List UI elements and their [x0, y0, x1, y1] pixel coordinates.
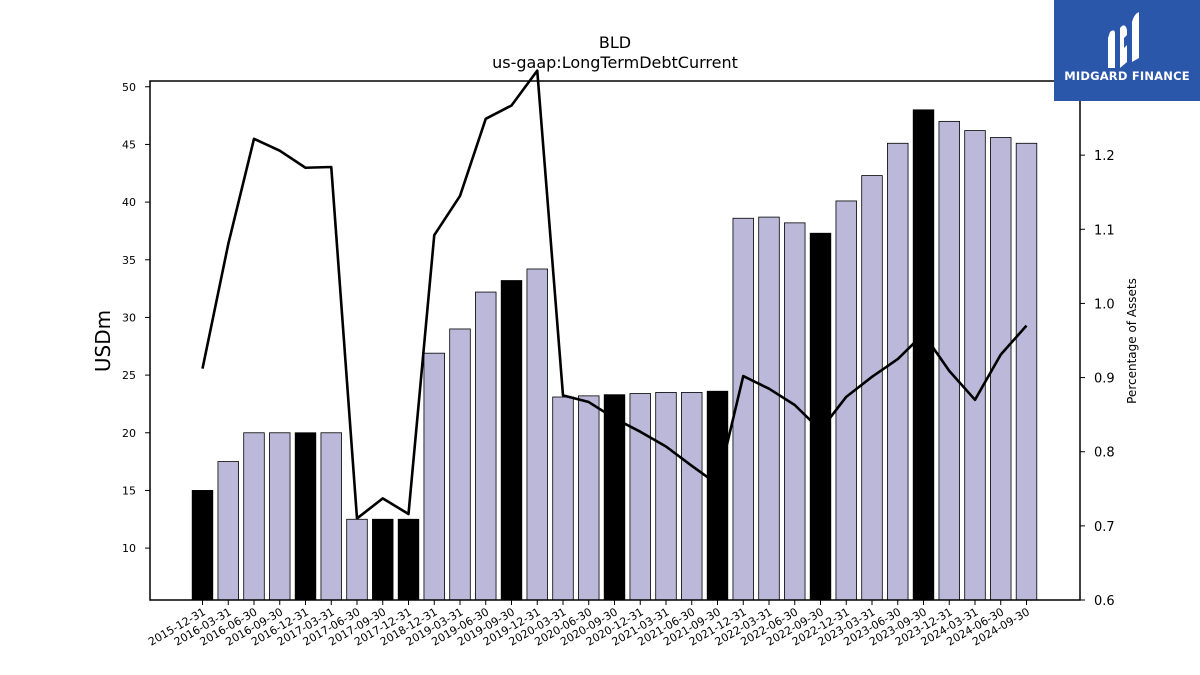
- bar: [526, 268, 548, 601]
- bar: [217, 461, 239, 601]
- bar: [655, 391, 677, 601]
- bar: [1015, 142, 1038, 601]
- y-tick-label: 30: [122, 311, 136, 324]
- bar: [269, 432, 291, 601]
- midgard-logo-icon: [1108, 12, 1139, 68]
- y2-tick-label: 1.2: [1094, 149, 1115, 164]
- bar: [681, 391, 703, 601]
- y-tick-label: 25: [122, 369, 136, 382]
- bar: [320, 432, 342, 601]
- y2-axis-label: Percentage of Assets: [1125, 278, 1139, 404]
- y-axis-label: USDm: [91, 310, 115, 372]
- bar: [629, 393, 651, 601]
- y2-tick-label: 0.7: [1094, 520, 1115, 535]
- bar: [346, 518, 368, 601]
- bar: [191, 490, 214, 601]
- chart-title: BLD: [599, 33, 631, 52]
- y-tick-label: 45: [122, 138, 136, 151]
- bar: [500, 280, 523, 601]
- y-tick-label: 10: [122, 542, 136, 555]
- midgard-finance-logo: MIDGARD FINANCE: [1054, 0, 1200, 101]
- x-axis: 2015-12-312016-03-312016-06-302016-09-30…: [146, 600, 1032, 649]
- bar: [578, 395, 600, 601]
- y2-tick-label: 1.1: [1094, 223, 1115, 238]
- bar: [887, 142, 909, 601]
- bar: [706, 390, 729, 601]
- y2-tick-label: 0.8: [1094, 446, 1115, 461]
- y-tick-label: 15: [122, 484, 136, 497]
- bar: [372, 518, 394, 601]
- bar: [475, 291, 497, 601]
- y2-tick-label: 0.6: [1094, 594, 1115, 609]
- bar: [861, 175, 883, 601]
- bar-layer: [191, 109, 1038, 601]
- bar: [243, 432, 265, 601]
- left-axis: 10 15 20 25 30 35 40 45 50: [122, 81, 150, 555]
- chart-subtitle: us-gaap:LongTermDebtCurrent: [492, 53, 738, 72]
- bar: [809, 232, 832, 601]
- logo-text: MIDGARD FINANCE: [1064, 69, 1190, 83]
- y-tick-label: 35: [122, 254, 136, 267]
- bar: [397, 518, 420, 601]
- y2-tick-label: 0.9: [1094, 372, 1115, 387]
- y-tick-label: 40: [122, 196, 136, 209]
- y2-tick-label: 1.0: [1094, 297, 1115, 312]
- bar: [552, 396, 574, 601]
- y-tick-label: 20: [122, 427, 136, 440]
- bar: [603, 394, 626, 601]
- bar: [964, 130, 986, 601]
- bar: [449, 328, 471, 601]
- bar: [758, 216, 780, 601]
- y-tick-label: 50: [122, 81, 136, 94]
- bar: [835, 200, 857, 601]
- percentage-of-assets-line: [201, 69, 1028, 520]
- bar: [423, 352, 445, 601]
- bar: [294, 432, 317, 601]
- bar: [912, 109, 935, 601]
- line-layer: [201, 69, 1028, 520]
- right-axis: 0.60.70.80.91.01.11.21.3: [1080, 75, 1115, 609]
